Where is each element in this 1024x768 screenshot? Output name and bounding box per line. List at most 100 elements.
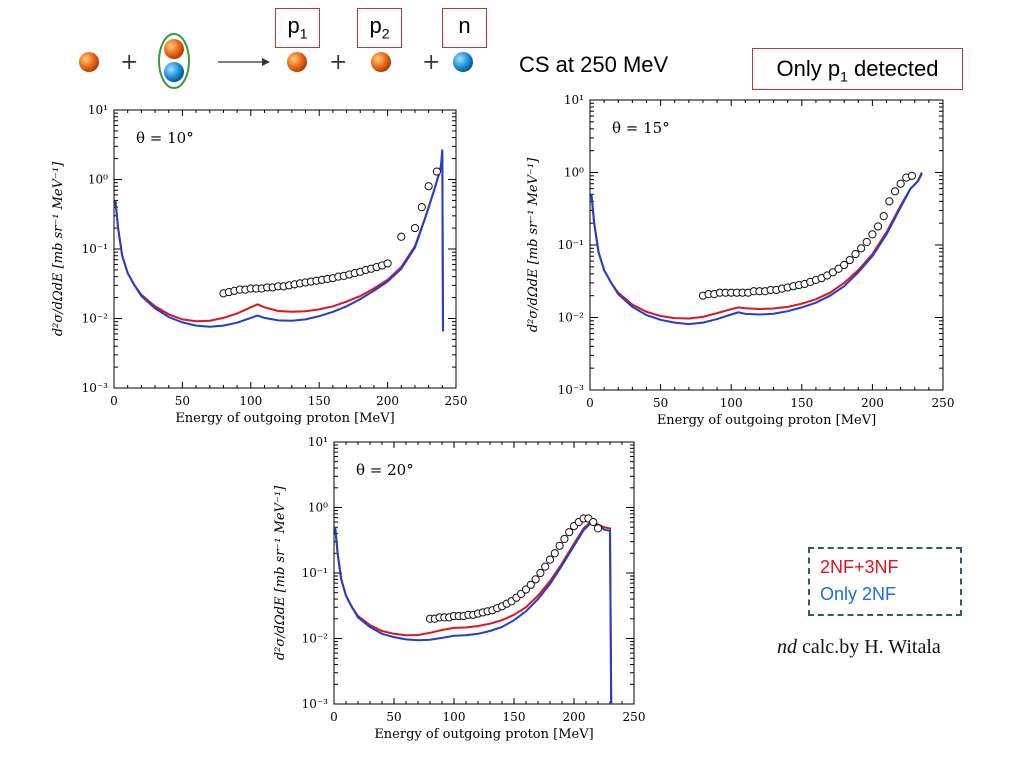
x-tick-label: 50 (386, 710, 401, 724)
data-point (868, 230, 877, 239)
legend-label-3nf: 2NF+3NF (820, 557, 899, 577)
data-point (885, 197, 894, 206)
y-tick-label: 10⁰ (308, 501, 328, 515)
data-point (834, 264, 843, 273)
y-tick-label: 10¹ (564, 93, 584, 107)
data-point (896, 179, 905, 188)
x-tick-label: 200 (376, 394, 399, 408)
series-line-2nf-3nf (114, 151, 444, 332)
series-line-only-2nf (334, 521, 613, 705)
data-point (541, 562, 550, 571)
x-tick-label: 100 (239, 394, 262, 408)
data-point (907, 171, 917, 180)
x-tick-label: 0 (110, 394, 118, 408)
plus-sign: + (120, 50, 138, 75)
data-point (545, 555, 555, 564)
data-point (521, 585, 531, 594)
plus-sign: + (329, 50, 347, 75)
series-line-2nf-3nf (590, 173, 923, 320)
data-point (536, 568, 545, 578)
plus-sign: + (422, 50, 440, 75)
data-point (589, 517, 598, 527)
x-tick-label: 250 (445, 394, 468, 408)
chart-theta-10: 0 50 100 150 200 250 10⁻³ 10⁻² 10⁻¹ 10⁰ 10¹ Energy … (51, 103, 468, 426)
p2-label: p2 (357, 8, 402, 48)
panel-label: θ = 10° (136, 129, 194, 147)
series-line-only-2nf (590, 172, 923, 326)
x-tick-label: 100 (720, 396, 743, 410)
proton-icon (371, 52, 391, 72)
proton-icon (164, 39, 184, 59)
x-tick-label: 150 (503, 710, 526, 724)
x-tick-label: 150 (790, 396, 813, 410)
x-tick-label: 0 (330, 710, 338, 724)
plot-frame (333, 441, 635, 705)
y-tick-label: 10⁻³ (558, 383, 585, 397)
data-point (593, 524, 603, 533)
data-point (845, 255, 854, 265)
deuteron-ring (158, 33, 190, 89)
p1-label: p1 (275, 8, 320, 48)
data-point (840, 260, 849, 270)
data-point (526, 580, 535, 589)
data-point (432, 167, 441, 176)
y-tick-label: 10⁻¹ (302, 566, 328, 580)
panel-label: θ = 20° (356, 461, 414, 479)
y-tick-label: 10⁻² (82, 312, 109, 326)
proton-icon (79, 52, 99, 72)
y-tick-label: 10⁻³ (302, 697, 329, 711)
data-point (424, 182, 433, 191)
x-tick-label: 250 (623, 710, 646, 724)
y-tick-label: 10⁻¹ (82, 242, 108, 256)
data-point (531, 575, 540, 584)
cs-title: CS at 250 MeV (519, 52, 669, 77)
y-tick-label: 10⁰ (564, 166, 584, 180)
legend: 2NF+3NF Only 2NF (808, 547, 962, 616)
only-detected-label: Only p1 detected (752, 48, 963, 90)
neutron-icon (453, 52, 473, 72)
plot-frame (113, 109, 457, 389)
x-tick-label: 200 (861, 396, 884, 410)
x-tick-label: 100 (443, 710, 466, 724)
chart-theta-15: 0 50 100 150 200 250 10⁻³ 10⁻² 10⁻¹ 10⁰ 10¹ Energy … (526, 93, 955, 428)
panel-label: θ = 15° (612, 119, 670, 137)
data-point (550, 549, 559, 558)
x-tick-label: 0 (586, 396, 594, 410)
data-point (879, 212, 888, 221)
data-point (851, 249, 860, 259)
plot-frame (589, 99, 944, 391)
proton-icon (287, 52, 307, 72)
y-axis-label: d²σ/dΩdE [mb sr⁻¹ MeV⁻¹] (273, 485, 288, 660)
x-axis-label: Energy of outgoing proton [MeV] (175, 411, 394, 426)
data-point (555, 541, 564, 550)
data-point (873, 222, 883, 231)
data-point (890, 187, 900, 196)
data-point (383, 259, 392, 268)
x-tick-label: 50 (653, 396, 668, 410)
y-tick-label: 10⁻² (302, 632, 329, 646)
n-label: n (442, 8, 487, 48)
y-tick-label: 10⁻³ (82, 381, 109, 395)
data-point (565, 528, 574, 537)
legend-label-2nf: Only 2NF (820, 584, 897, 604)
data-point (862, 237, 871, 247)
neutron-icon (164, 62, 184, 82)
x-tick-label: 50 (175, 394, 190, 408)
x-tick-label: 150 (308, 394, 331, 408)
x-tick-label: 250 (932, 396, 955, 410)
y-tick-label: 10¹ (308, 435, 328, 449)
chart-theta-20: 0 50 100 150 200 250 10⁻³ 10⁻² 10⁻¹ 10⁰ 10¹ Energy … (273, 435, 646, 742)
y-tick-label: 10¹ (88, 103, 108, 117)
reaction-diagram: + + + (79, 33, 473, 89)
series-line-only-2nf (114, 149, 444, 332)
y-axis-label: d²σ/dΩdE [mb sr⁻¹ MeV⁻¹] (526, 157, 541, 332)
data-point (410, 223, 420, 233)
y-tick-label: 10⁻¹ (558, 238, 584, 252)
y-axis-label: d²σ/dΩdE [mb sr⁻¹ MeV⁻¹] (51, 161, 66, 336)
data-point (397, 232, 406, 241)
data-point (417, 203, 426, 212)
y-tick-label: 10⁻² (558, 311, 585, 325)
data-point (857, 244, 866, 253)
x-axis-label: Energy of outgoing proton [MeV] (657, 413, 876, 428)
y-tick-label: 10⁰ (88, 173, 108, 187)
